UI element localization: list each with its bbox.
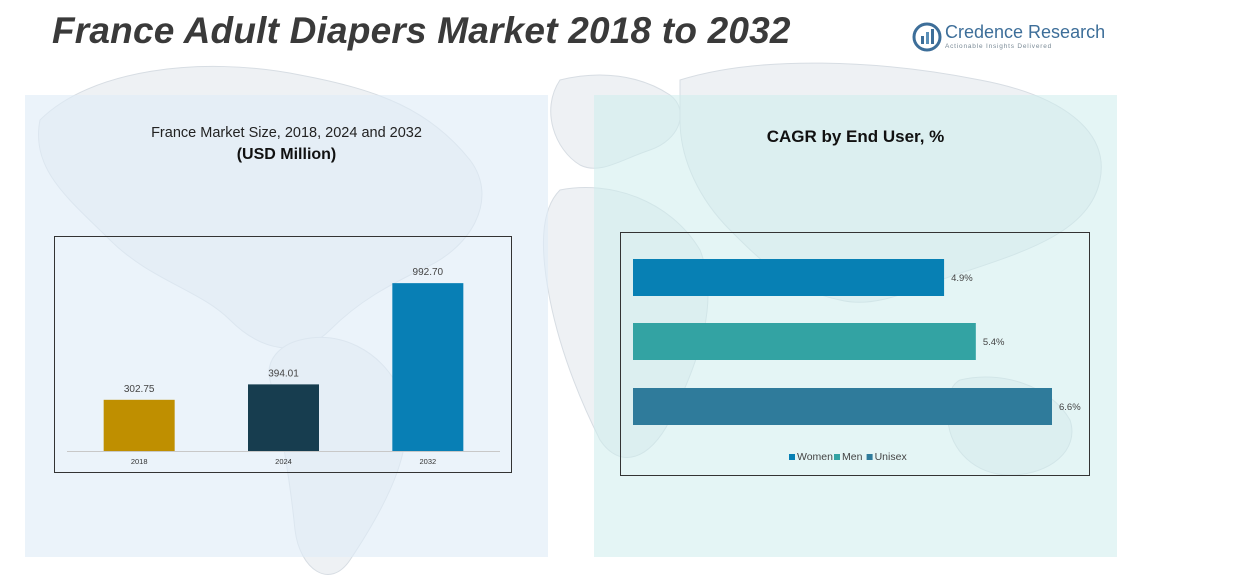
page-title: France Adult Diapers Market 2018 to 2032 — [52, 10, 791, 51]
market-size-panel: France Market Size, 2018, 2024 and 2032 … — [25, 95, 548, 557]
logo-icon — [912, 22, 942, 52]
bar-2024 — [248, 384, 319, 451]
legend-label-women: Women — [797, 451, 833, 463]
bar-value-label-men: 5.4% — [983, 337, 1005, 348]
cagr-chart-frame: 4.9% 5.4% 6.6% Women Men Unisex — [620, 232, 1090, 476]
bar-value-label-women: 4.9% — [951, 273, 973, 284]
bar-value-label-2018: 302.75 — [124, 384, 155, 395]
bar-value-label-unisex: 6.6% — [1059, 402, 1081, 413]
market-size-bar-chart: 302.75 2018 394.01 2024 992.70 2032 — [67, 267, 500, 466]
logo-name: Credence Research — [945, 22, 1106, 42]
legend-label-men: Men — [842, 451, 863, 463]
bar-2018 — [103, 399, 175, 451]
market-size-unit: (USD Million) — [236, 146, 337, 163]
cagr-title: CAGR by End User, % — [766, 127, 945, 146]
market-size-chart-frame: 302.75 2018 394.01 2024 992.70 2032 — [54, 236, 512, 473]
bar-men — [633, 323, 976, 360]
bar-women — [633, 259, 945, 296]
x-tick-label-2032: 2032 — [419, 457, 436, 466]
market-size-title: France Market Size, 2018, 2024 and 2032 — [151, 125, 422, 141]
legend-swatch-unisex — [866, 454, 873, 460]
cagr-panel: CAGR by End User, % 4.9% 5.4% 6.6% Women Men… — [594, 95, 1117, 557]
cagr-horizontal-bar-chart: 4.9% 5.4% 6.6% Women Men Unisex — [633, 259, 1081, 463]
bar-value-label-2032: 992.70 — [413, 267, 444, 278]
x-tick-label-2018: 2018 — [131, 457, 148, 466]
bar-value-label-2024: 394.01 — [268, 368, 299, 379]
legend-label-unisex: Unisex — [875, 451, 908, 463]
bar-2032 — [392, 283, 464, 451]
logo-tagline: Actionable Insights Delivered — [945, 43, 1053, 50]
legend-swatch-men — [834, 454, 840, 460]
bar-unisex — [633, 388, 1052, 425]
credence-research-logo[interactable]: Credence Research Actionable Insights De… — [912, 20, 1106, 56]
legend-swatch-women — [789, 454, 795, 460]
x-tick-label-2024: 2024 — [275, 457, 292, 466]
chart-legend: Women Men Unisex — [789, 451, 907, 463]
